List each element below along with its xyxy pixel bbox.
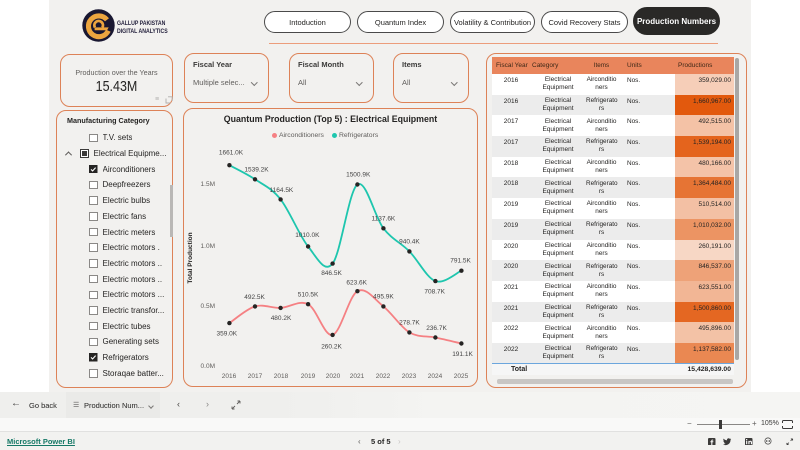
svg-text:2018: 2018	[274, 373, 289, 380]
svg-text:2024: 2024	[428, 373, 443, 380]
svg-text:492.5K: 492.5K	[244, 294, 265, 301]
svg-text:2016: 2016	[222, 373, 237, 380]
svg-text:2019: 2019	[301, 373, 316, 380]
svg-text:278.7K: 278.7K	[399, 320, 420, 327]
svg-text:2017: 2017	[248, 373, 263, 380]
svg-text:510.5K: 510.5K	[298, 292, 319, 299]
svg-text:940.4K: 940.4K	[399, 239, 420, 246]
svg-text:846.5K: 846.5K	[321, 270, 342, 277]
svg-text:1137.6K: 1137.6K	[372, 216, 396, 223]
svg-text:2022: 2022	[376, 373, 391, 380]
svg-text:1539.2K: 1539.2K	[244, 167, 269, 174]
svg-text:Total Production: Total Production	[187, 232, 194, 283]
svg-text:0.0M: 0.0M	[201, 363, 215, 370]
svg-text:1661.0K: 1661.0K	[219, 150, 244, 157]
svg-text:260.2K: 260.2K	[321, 344, 342, 351]
svg-text:791.5K: 791.5K	[450, 258, 471, 265]
svg-text:480.2K: 480.2K	[271, 315, 292, 322]
svg-text:495.9K: 495.9K	[373, 294, 394, 301]
svg-text:2020: 2020	[326, 373, 341, 380]
svg-text:1.0M: 1.0M	[201, 243, 215, 250]
svg-text:1164.5K: 1164.5K	[270, 187, 294, 194]
svg-text:1.5M: 1.5M	[201, 181, 215, 188]
svg-text:708.7K: 708.7K	[424, 289, 445, 296]
svg-text:2021: 2021	[350, 373, 365, 380]
svg-text:623.6K: 623.6K	[346, 280, 367, 287]
svg-text:1010.0K: 1010.0K	[295, 232, 320, 239]
svg-text:0.5M: 0.5M	[201, 303, 215, 310]
svg-text:359.0K: 359.0K	[216, 331, 237, 338]
svg-text:2025: 2025	[454, 373, 469, 380]
svg-text:2023: 2023	[402, 373, 417, 380]
svg-text:236.7K: 236.7K	[426, 325, 447, 332]
svg-text:191.1K: 191.1K	[452, 351, 473, 358]
svg-text:1500.9K: 1500.9K	[346, 172, 371, 179]
